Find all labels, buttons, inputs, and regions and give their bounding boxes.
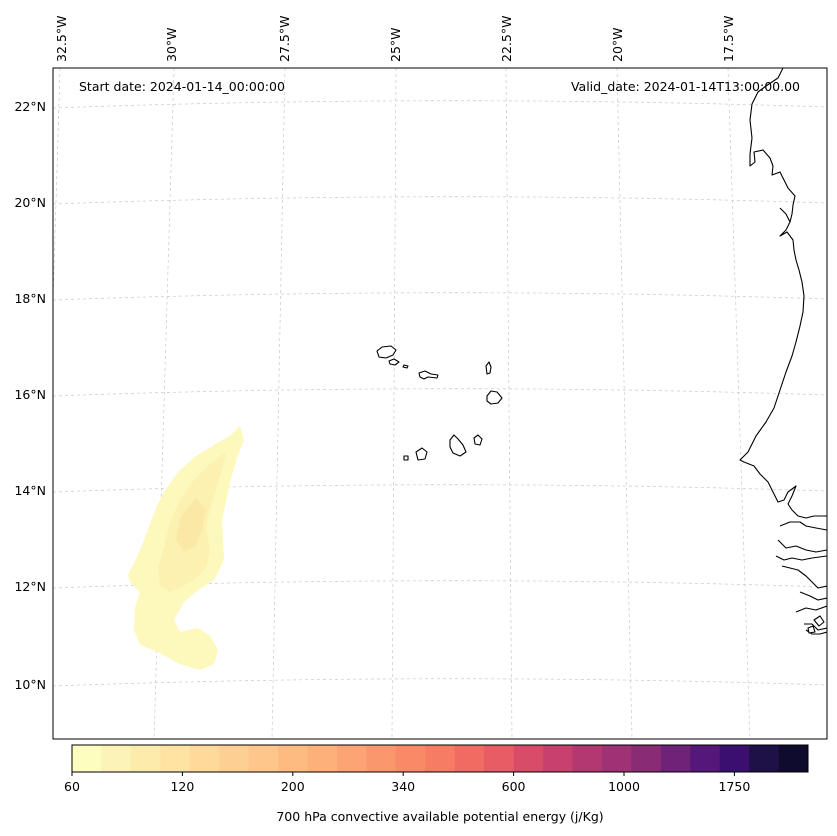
start-date-label: Start date: 2024-01-14_00:00:00: [79, 79, 285, 94]
colorbar: [72, 745, 809, 772]
colorbar-swatch: [631, 745, 662, 772]
colorbar-tick-label: 60: [64, 779, 80, 794]
map-frame: [52, 67, 828, 740]
colorbar-title: 700 hPa convective available potential e…: [276, 809, 603, 824]
cape-verde-islands: [376, 345, 503, 461]
colorbar-swatch: [454, 745, 485, 772]
colorbar-tick-label: 1000: [608, 779, 640, 794]
colorbar-swatch: [719, 745, 750, 772]
colorbar-swatch: [513, 745, 544, 772]
lat-label: 20°N: [14, 195, 46, 210]
lon-label: 22.5°W: [499, 16, 514, 62]
lon-label: 30°W: [164, 27, 179, 62]
colorbar-tick-label: 120: [170, 779, 194, 794]
colorbar-swatch: [336, 745, 367, 772]
colorbar-swatch: [543, 745, 573, 772]
colorbar-swatch: [484, 745, 514, 772]
colorbar-tick-label: 340: [391, 779, 415, 794]
lon-label: 27.5°W: [277, 16, 292, 62]
latitude-labels: 22°N 20°N 18°N 16°N 14°N 12°N 10°N: [14, 99, 46, 692]
colorbar-swatch: [130, 745, 161, 772]
colorbar-swatch: [778, 745, 809, 772]
colorbar-swatch: [366, 745, 397, 772]
colorbar-swatch: [395, 745, 426, 772]
island-fogo: [415, 447, 428, 461]
colorbar-swatch: [189, 745, 220, 772]
lon-label: 17.5°W: [721, 16, 736, 62]
colorbar-swatch: [425, 745, 456, 772]
colorbar-swatch: [278, 745, 308, 772]
lon-label: 20°W: [610, 27, 625, 62]
colorbar-swatch: [690, 745, 721, 772]
colorbar-tick-label: 1750: [718, 779, 750, 794]
valid-date-label: Valid_date: 2024-01-14T13:00:00.00: [571, 79, 800, 94]
colorbar-swatch: [660, 745, 691, 772]
longitude-labels: 32.5°W 30°W 27.5°W 25°W 22.5°W 20°W 17.5…: [54, 16, 736, 62]
colorbar-swatch: [72, 745, 102, 772]
colorbar-tick-label: 200: [281, 779, 305, 794]
island-maio: [473, 434, 483, 446]
island-santiago: [449, 434, 467, 457]
map-area[interactable]: [40, 68, 827, 739]
colorbar-swatch: [572, 745, 603, 772]
colorbar-swatch: [248, 745, 279, 772]
colorbar-swatch: [307, 745, 338, 772]
island-santa-luzia: [402, 364, 409, 369]
cape-contour-core: [176, 498, 206, 552]
island-brava: [403, 455, 409, 461]
colorbar-tick-label: 600: [502, 779, 526, 794]
island-sao-nicolau: [418, 370, 439, 380]
colorbar-swatch: [160, 745, 191, 772]
island-sao-vicente: [388, 358, 400, 366]
colorbar-swatch: [219, 745, 250, 772]
lon-label: 25°W: [388, 27, 403, 62]
lat-label: 12°N: [14, 579, 46, 594]
colorbar-swatch: [101, 745, 132, 772]
colorbar-frame: [71, 744, 809, 773]
island-sal: [485, 361, 492, 375]
lat-label: 14°N: [14, 483, 46, 498]
colorbar-swatch: [601, 745, 632, 772]
colorbar-swatch: [749, 745, 779, 772]
lat-label: 10°N: [14, 677, 46, 692]
lat-label: 22°N: [14, 99, 46, 114]
cape-contours: [128, 426, 244, 670]
colorbar-ticks: 60 120 200 340 600 1000 1750: [64, 772, 750, 794]
african-coastline: [739, 68, 827, 635]
island-boa-vista: [486, 390, 503, 405]
lat-label: 18°N: [14, 291, 46, 306]
island-santo-antao: [376, 345, 397, 359]
lat-label: 16°N: [14, 387, 46, 402]
lon-label: 32.5°W: [54, 16, 69, 62]
